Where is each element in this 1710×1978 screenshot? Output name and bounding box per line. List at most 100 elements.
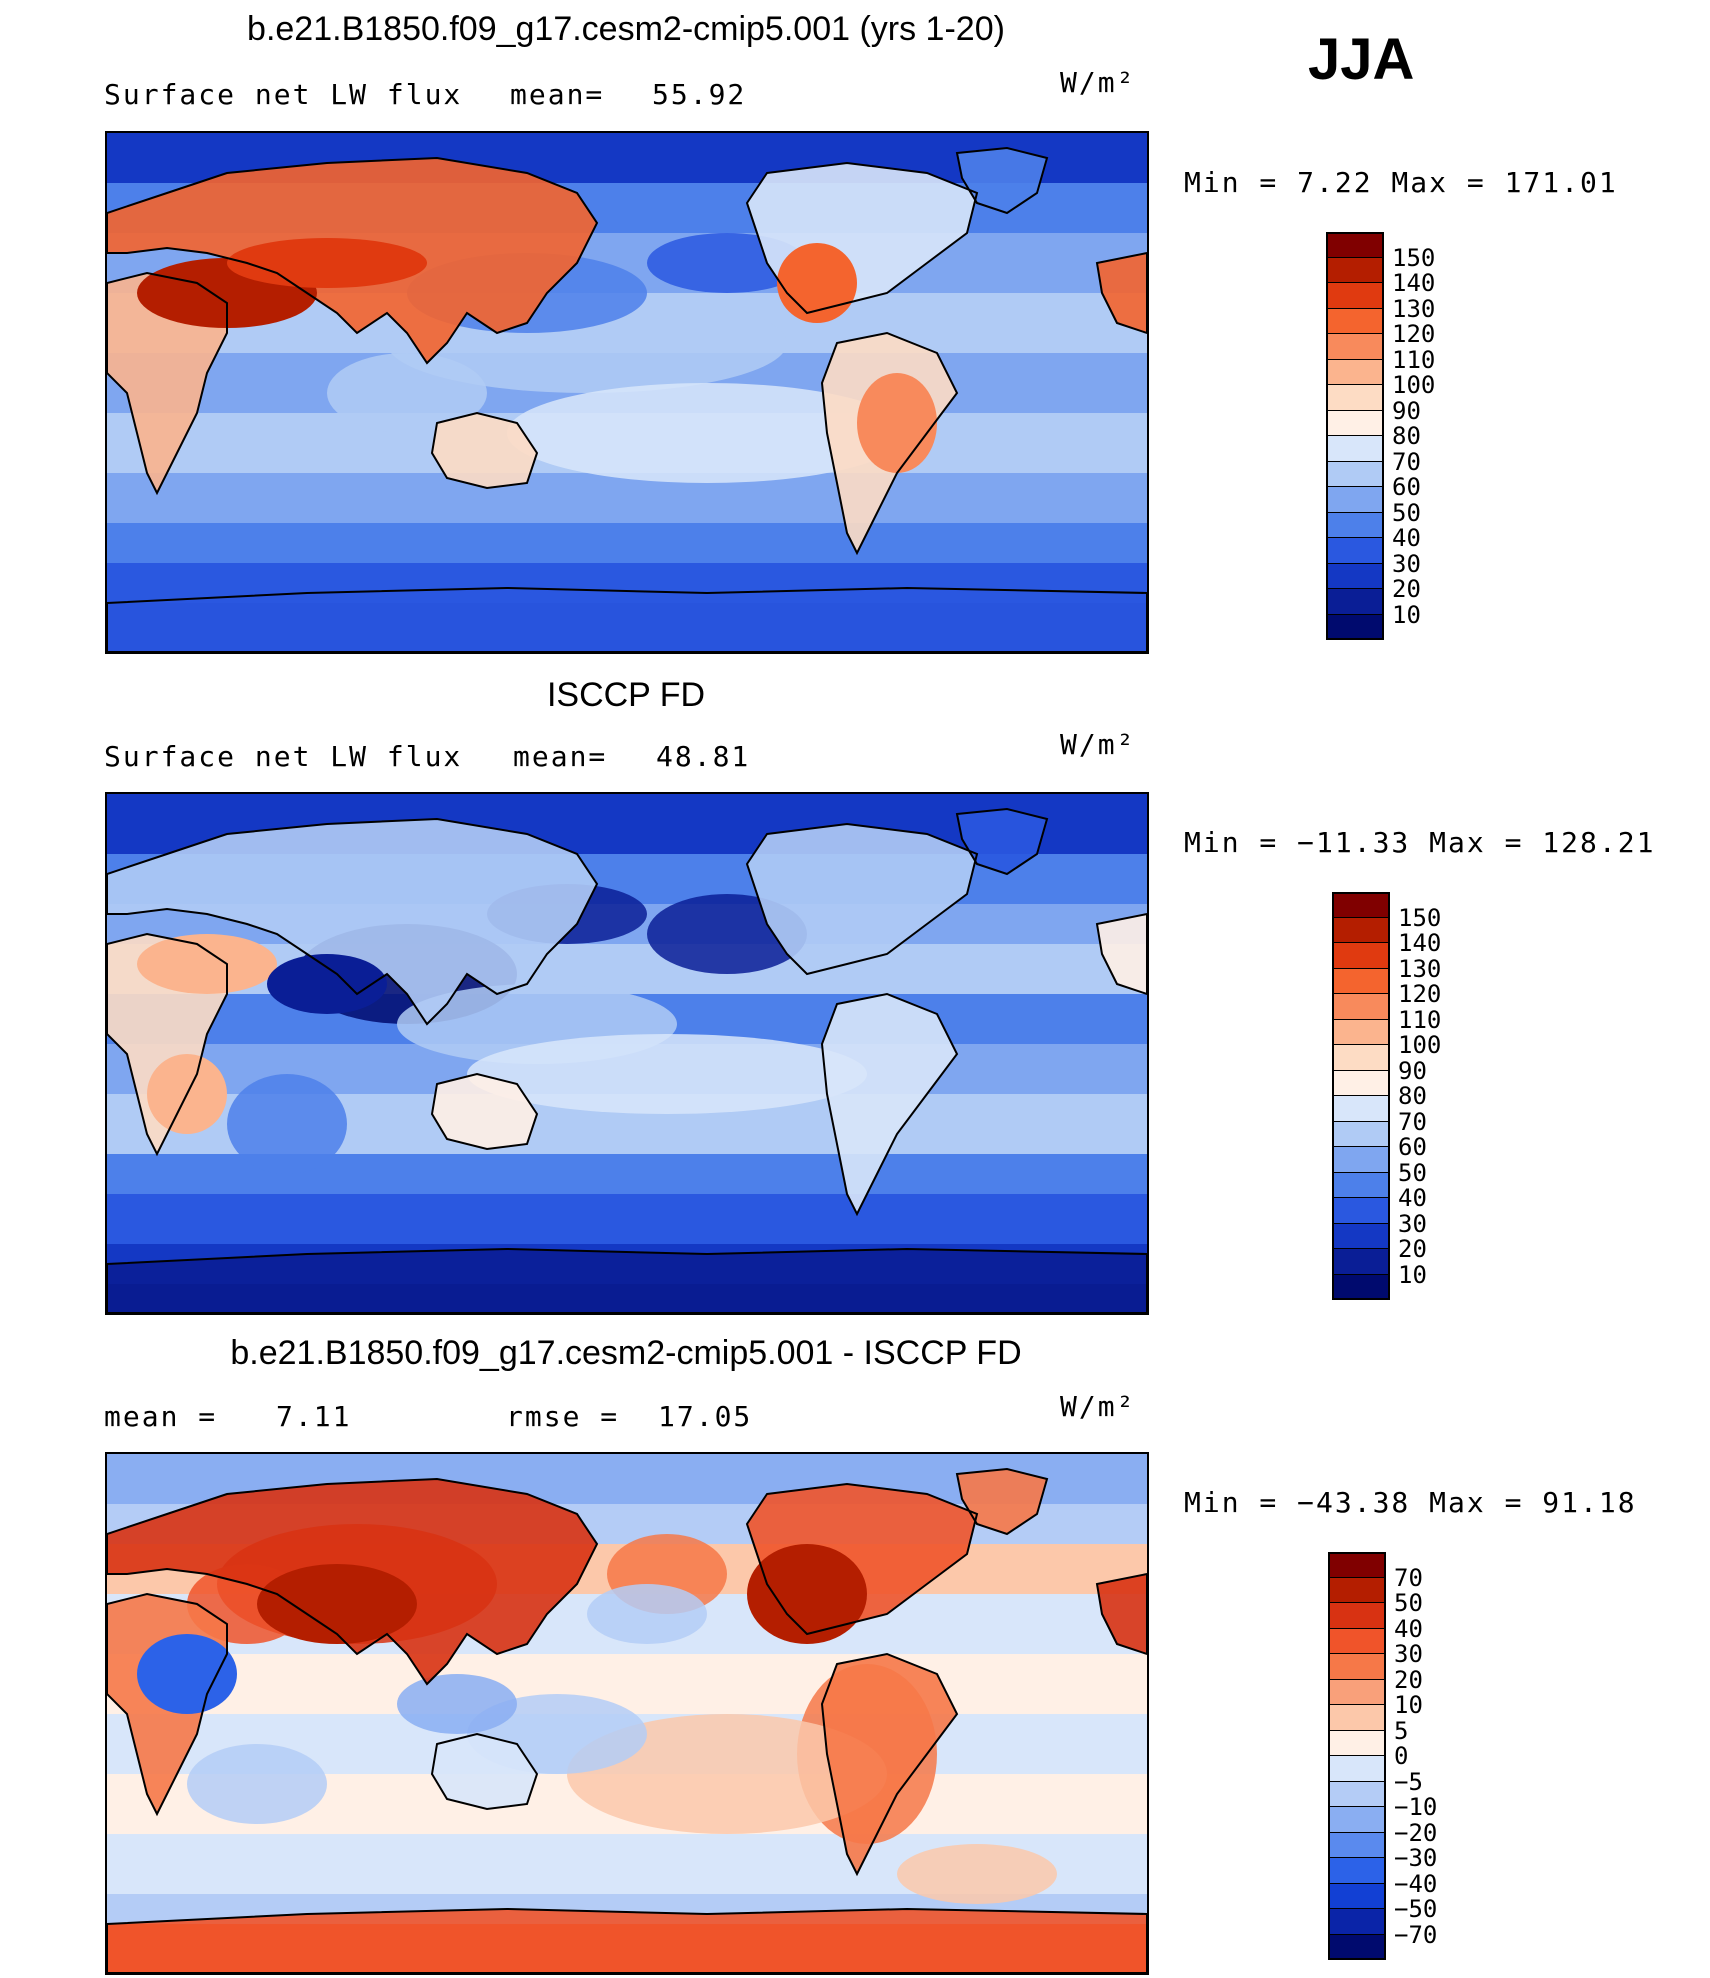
- colorbar-1-swatch: [1326, 614, 1384, 640]
- colorbar-2-swatch: [1332, 943, 1390, 969]
- map-1-field: [107, 133, 1147, 652]
- map-1-coastline-antarctica: [107, 586, 1147, 652]
- map-3-hotspot: [257, 1564, 417, 1644]
- map-3-coastline-africa: [107, 1592, 228, 1817]
- colorbar-3-label: 70: [1394, 1563, 1423, 1592]
- colorbar-3-label: −50: [1394, 1895, 1438, 1923]
- colorbar-2-label: 70: [1398, 1107, 1427, 1136]
- colorbar-3-swatch: [1328, 1654, 1386, 1680]
- colorbar-2-label: 30: [1398, 1209, 1427, 1238]
- map-2-coastline-eurasia: [107, 817, 599, 1026]
- map-3-coastline-eurasia: [107, 1477, 599, 1686]
- colorbar-1-swatch: [1326, 512, 1384, 538]
- panel-2-colorbar: 150 140 130 120 110 100 90 80 70 60 50 40 30 20 10: [1332, 892, 1532, 1302]
- colorbar-1-swatch: [1326, 385, 1384, 411]
- map-3-coastline-antarctica: [107, 1907, 1147, 1973]
- colorbar-3-swatch: [1328, 1781, 1386, 1807]
- map-3-blob: [187, 1744, 327, 1824]
- map-2-blob: [227, 1074, 347, 1174]
- panel-3-stat-value: 17.05: [658, 1400, 753, 1433]
- colorbar-2-swatch: [1332, 994, 1390, 1020]
- colorbar-2-swatch: [1332, 1096, 1390, 1122]
- colorbar-3-label: 30: [1394, 1640, 1423, 1668]
- map-2-coastline-greenland: [955, 807, 1049, 876]
- colorbar-2-label: 140: [1398, 929, 1442, 957]
- panel-2-stat-value: 48.81: [656, 740, 751, 773]
- colorbar-2-label: 90: [1398, 1056, 1427, 1085]
- colorbar-3-label: −30: [1394, 1844, 1438, 1872]
- colorbar-2-swatch: [1332, 1198, 1390, 1224]
- colorbar-1-label: 30: [1392, 549, 1421, 578]
- map-1-coastline-greenland: [955, 146, 1049, 215]
- panel-3-range: Min = −43.38 Max = 91.18: [1184, 1486, 1637, 1519]
- map-1-coastline-africa: [107, 271, 228, 496]
- colorbar-3-label: 5: [1394, 1716, 1409, 1745]
- colorbar-1-label: 80: [1392, 422, 1421, 450]
- map-1-hotspot: [227, 238, 427, 288]
- panel-3-colorbar: 70 50 40 30 20 10 5 0 −5 −10 −20 −30 −40 −50 −70: [1328, 1552, 1528, 1962]
- colorbar-2-swatch: [1332, 1070, 1390, 1096]
- colorbar-1-swatch: [1326, 334, 1384, 360]
- colorbar-3-swatch: [1328, 1628, 1386, 1654]
- panel-1-left-label: Surface net LW flux: [104, 78, 463, 111]
- map-3-band: [107, 1654, 1147, 1714]
- panel-3-map-field: [107, 1454, 1147, 1973]
- colorbar-3-label: −10: [1394, 1793, 1438, 1821]
- colorbar-3-swatch: [1328, 1756, 1386, 1782]
- colorbar-3-swatch: [1328, 1730, 1386, 1756]
- panel-2-stat-label: mean=: [513, 740, 608, 773]
- map-1-land-australia: [432, 413, 537, 488]
- panel-1-stat-label: mean=: [510, 78, 605, 111]
- panel-3-map: [105, 1452, 1149, 1975]
- map-3-hotspot: [107, 1924, 1147, 1973]
- colorbar-3-label: −5: [1394, 1767, 1423, 1796]
- colorbar-1-label: 90: [1392, 396, 1421, 425]
- colorbar-1-label: 130: [1392, 294, 1436, 323]
- colorbar-1-swatch: [1326, 589, 1384, 615]
- colorbar-3-swatch: [1328, 1577, 1386, 1603]
- colorbar-1-label: 150: [1392, 243, 1436, 272]
- map-2-land-antarctica: [107, 1249, 1147, 1313]
- colorbar-2-label: 120: [1398, 980, 1442, 1008]
- colorbar-2-swatch: [1332, 1172, 1390, 1198]
- colorbar-2-swatch: [1332, 1249, 1390, 1275]
- colorbar-3-label: −40: [1394, 1869, 1438, 1898]
- colorbar-1-swatch: [1326, 359, 1384, 385]
- colorbar-3-label: −70: [1394, 1920, 1438, 1949]
- colorbar-1-swatch: [1326, 232, 1384, 258]
- colorbar-3-swatch: [1328, 1909, 1386, 1935]
- colorbar-2-swatch: [1332, 968, 1390, 994]
- map-2-land-eurasia: [107, 819, 597, 1024]
- panel-1-title: b.e21.B1850.f09_g17.cesm2-cmip5.001 (yrs…: [247, 10, 1005, 48]
- map-3-blob: [397, 1674, 517, 1734]
- colorbar-1-label: 70: [1392, 447, 1421, 476]
- map-3-land-greenland: [957, 1469, 1047, 1534]
- map-3-land-australia: [432, 1734, 537, 1809]
- map-2-hotspot: [137, 934, 277, 994]
- map-2-coastline-antarctica: [107, 1247, 1147, 1313]
- map-2-coastline-australia: [430, 1072, 539, 1151]
- colorbar-3-label: 40: [1394, 1614, 1423, 1643]
- map-3-coastline-namerica: [745, 1482, 979, 1636]
- map-1-band: [107, 473, 1147, 523]
- colorbar-2-label: 20: [1398, 1235, 1427, 1263]
- colorbar-1-swatch: [1326, 461, 1384, 487]
- map-2-land-greenland: [957, 809, 1047, 874]
- colorbar-2-label: 80: [1398, 1082, 1427, 1110]
- map-3-blob: [897, 1844, 1057, 1904]
- map-3-coastline-australia: [430, 1732, 539, 1811]
- panel-2-range: Min = −11.33 Max = 128.21: [1184, 826, 1656, 859]
- panel-3-left-label: mean =: [104, 1400, 218, 1433]
- panel-1-stat-value: 55.92: [652, 78, 747, 111]
- map-2-coastline-namerica: [745, 822, 979, 976]
- colorbar-1-label: 100: [1392, 371, 1436, 399]
- map-3-field: [107, 1454, 1147, 1973]
- map-3-coastline-greenland: [955, 1467, 1049, 1536]
- colorbar-3-swatch: [1328, 1705, 1386, 1731]
- colorbar-2-label: 130: [1398, 954, 1442, 983]
- map-1-blob: [327, 353, 487, 433]
- colorbar-3-label: 10: [1394, 1691, 1423, 1719]
- colorbar-2-swatch: [1332, 1274, 1390, 1300]
- map-3-land-africaEast: [1097, 1574, 1147, 1654]
- colorbar-2-label: 40: [1398, 1184, 1427, 1212]
